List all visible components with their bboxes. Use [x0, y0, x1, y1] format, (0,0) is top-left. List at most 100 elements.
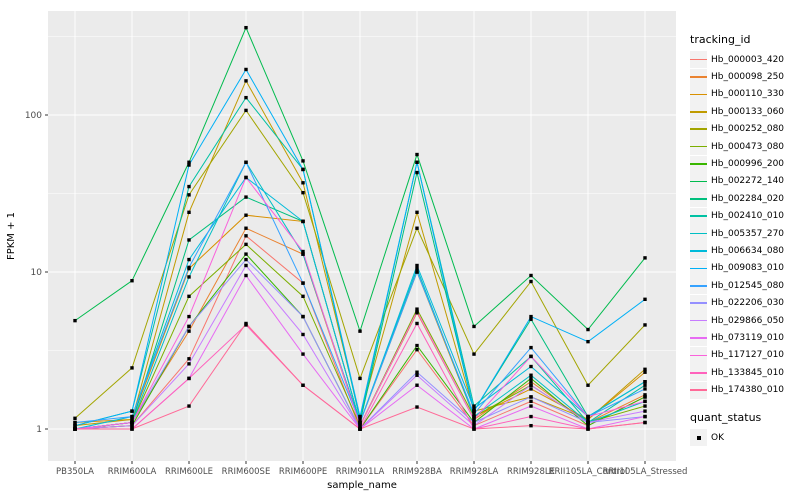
data-point — [301, 352, 305, 356]
legend-label: Hb_002272_140 — [711, 176, 785, 187]
data-point — [472, 423, 476, 428]
legend-key-swatch — [690, 120, 707, 138]
legend-label: Hb_000110_330 — [711, 89, 785, 100]
legend-color-line-icon — [690, 163, 707, 165]
data-point — [187, 238, 191, 242]
data-point — [415, 347, 419, 352]
data-point — [643, 395, 647, 399]
data-point — [73, 416, 77, 420]
data-point — [244, 67, 248, 72]
data-point — [130, 414, 134, 419]
legend-label: Hb_000098_250 — [711, 72, 785, 83]
data-point — [187, 184, 191, 189]
data-point — [187, 329, 191, 333]
legend-key-swatch — [690, 172, 707, 190]
legend-entry-Hb_000110_330: Hb_000110_330 — [690, 85, 798, 103]
legend-color-line-icon — [690, 180, 707, 183]
data-point — [643, 420, 647, 425]
data-point — [187, 265, 191, 270]
legend-label: Hb_012545_080 — [711, 280, 785, 291]
data-point — [358, 423, 362, 428]
data-point — [358, 427, 362, 431]
legend-key-swatch — [690, 103, 707, 121]
legend-entry-Hb_000473_080: Hb_000473_080 — [690, 138, 798, 156]
legend-key-swatch — [690, 329, 707, 347]
legend-key-swatch — [690, 85, 707, 103]
legend-color-line-icon — [690, 319, 707, 322]
legend-color-line-icon — [690, 250, 707, 252]
legend-label: Hb_009083_010 — [711, 263, 785, 274]
x-tick-label-RRII105LA_Control: RRII105LA_Control — [549, 467, 628, 477]
legend-color-line-icon — [690, 215, 707, 217]
legend-color-line-icon — [690, 232, 707, 235]
legend-color-line-icon — [690, 371, 707, 374]
data-point — [130, 409, 134, 413]
data-point — [130, 366, 134, 370]
data-point — [586, 414, 590, 419]
data-point — [643, 393, 647, 397]
data-point — [187, 294, 191, 299]
x-tick-label-RRIM600LE: RRIM600LE — [165, 467, 213, 477]
data-point — [643, 399, 647, 404]
data-point — [187, 210, 191, 215]
data-point — [415, 343, 419, 348]
data-point — [529, 345, 533, 350]
data-point — [586, 417, 590, 422]
data-point — [415, 405, 419, 409]
data-point — [130, 420, 134, 425]
data-point — [415, 321, 419, 326]
data-point — [586, 339, 590, 344]
data-point — [244, 79, 248, 83]
x-tick-label-RRIM928LE: RRIM928LE — [507, 467, 555, 477]
legend-key-swatch — [690, 207, 707, 225]
data-point — [643, 414, 647, 419]
data-point — [415, 170, 419, 175]
data-point — [529, 380, 533, 384]
data-point — [358, 376, 362, 381]
legend-color-line-icon — [690, 302, 707, 304]
legend-label: Hb_005357_270 — [711, 228, 785, 239]
data-point — [415, 210, 419, 215]
legend-entry-Hb_012545_080: Hb_012545_080 — [690, 277, 798, 295]
legend-color-line-icon — [690, 76, 707, 78]
data-point — [187, 275, 191, 279]
data-point — [472, 417, 476, 422]
data-point — [643, 367, 647, 372]
data-point — [244, 108, 248, 113]
legend-label: Hb_000133_060 — [711, 106, 785, 117]
data-point — [187, 357, 191, 361]
data-point — [187, 160, 191, 164]
data-point — [472, 420, 476, 425]
x-tick-label-RRIM600SE: RRIM600SE — [222, 467, 271, 477]
legend-entry-Hb_000098_250: Hb_000098_250 — [690, 68, 798, 86]
legend-color-line-icon — [690, 337, 707, 339]
black-square-marker-icon — [696, 435, 701, 440]
data-point — [415, 226, 419, 230]
legend-entry-Hb_029866_050: Hb_029866_050 — [690, 312, 798, 330]
data-point — [472, 414, 476, 419]
data-point — [130, 279, 134, 283]
data-point — [415, 373, 419, 377]
data-point — [586, 420, 590, 425]
data-point — [529, 373, 533, 377]
data-point — [301, 190, 305, 195]
legend-entry-Hb_073119_010: Hb_073119_010 — [690, 329, 798, 347]
data-point — [187, 376, 191, 381]
legend-label: Hb_000996_200 — [711, 159, 785, 170]
data-point — [187, 362, 191, 366]
legend-entry-Hb_002410_010: Hb_002410_010 — [690, 207, 798, 225]
data-point — [187, 404, 191, 408]
x-tick-label-RRIM600PE: RRIM600PE — [279, 467, 327, 477]
data-point — [358, 329, 362, 333]
data-point — [472, 352, 476, 356]
legend-color-line-icon — [690, 58, 707, 61]
data-point — [529, 414, 533, 419]
data-point — [187, 193, 191, 197]
data-point — [73, 420, 77, 425]
legend-entry-Hb_022206_030: Hb_022206_030 — [690, 294, 798, 312]
data-point — [643, 383, 647, 387]
data-point — [301, 252, 305, 256]
data-point — [244, 257, 248, 262]
legend-key-swatch — [690, 242, 707, 260]
legend-color-line-icon — [690, 111, 707, 113]
